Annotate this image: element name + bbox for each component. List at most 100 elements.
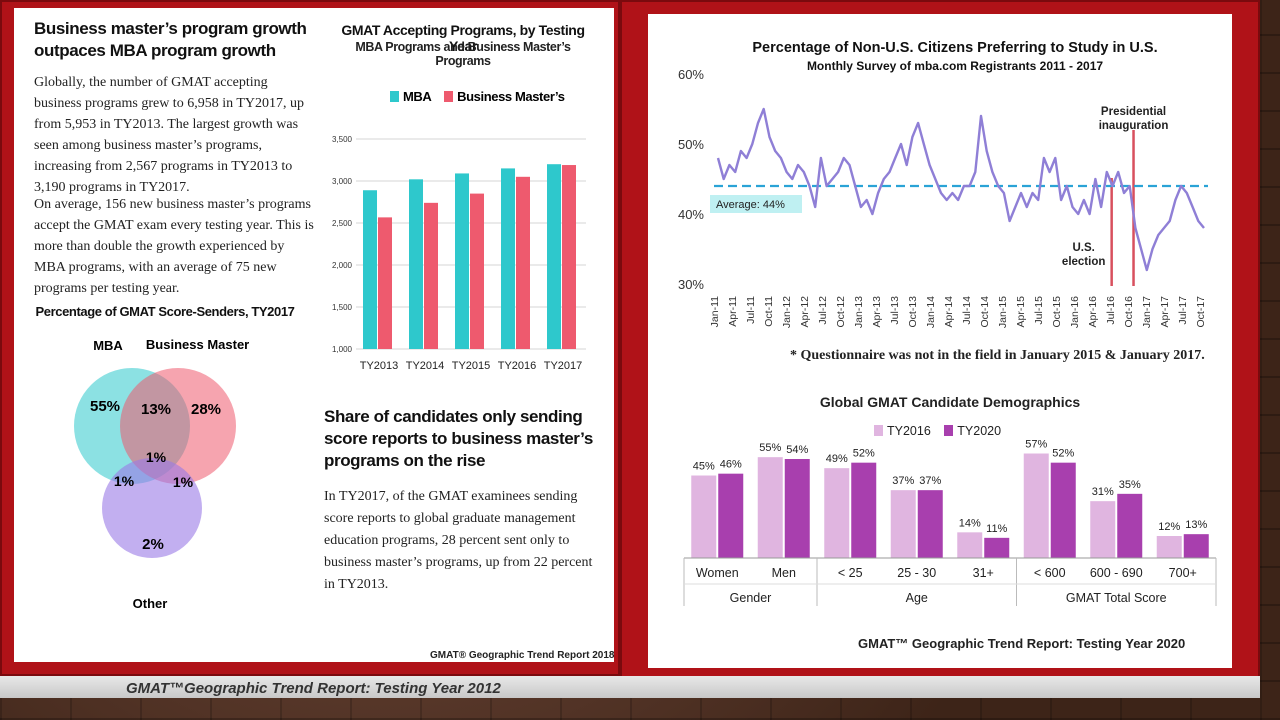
- demo-data-label: 11%: [986, 523, 1007, 535]
- demo-x-tick: 31+: [973, 566, 994, 580]
- line-series: [716, 107, 1205, 272]
- demographics-legend: TY2016 TY2020: [874, 424, 1001, 438]
- line-x-tick: Oct-13: [907, 296, 919, 328]
- line-x-tick: Jul-16: [1105, 296, 1117, 325]
- bottom-caption: GMAT™Geographic Trend Report: Testing Ye…: [126, 680, 501, 697]
- legend-label-mba: MBA: [403, 89, 431, 104]
- venn-value-bm: 28%: [191, 401, 221, 418]
- programs-x-tick: TY2015: [452, 360, 491, 372]
- demographics-title: Global GMAT Candidate Demographics: [819, 394, 1081, 410]
- demo-data-label: 35%: [1119, 479, 1141, 491]
- programs-bar-mba: [409, 179, 423, 349]
- venn-diagram: MBA Business Master’s Other 55% 28% 13% …: [74, 337, 250, 611]
- demo-data-label: 54%: [786, 444, 808, 456]
- venn-label-bm: Business Master’s: [146, 337, 250, 352]
- average-label-box: [710, 195, 802, 213]
- programs-y-tick: 3,500: [332, 135, 353, 144]
- demo-bar-ty2016: [824, 468, 850, 558]
- demo-bar-ty2016: [957, 532, 983, 558]
- demo-group-label: Gender: [730, 591, 772, 605]
- line-x-tick: Oct-16: [1123, 296, 1135, 328]
- venn-value-other: 2%: [142, 536, 164, 553]
- election-label: election: [1062, 256, 1105, 268]
- venn-value-all: 1%: [146, 449, 167, 465]
- line-x-tick: Apr-17: [1159, 296, 1171, 328]
- line-x-tick: Oct-11: [763, 296, 775, 327]
- line-x-tick: Jan-17: [1141, 296, 1153, 328]
- line-x-tick: Apr-11: [727, 296, 739, 327]
- demo-data-label: 13%: [1185, 519, 1207, 531]
- line-x-tick: Oct-12: [835, 296, 847, 328]
- demo-x-tick: < 25: [838, 566, 863, 580]
- bottom-bar: [0, 676, 1260, 698]
- demo-x-tick: 600 - 690: [1090, 566, 1143, 580]
- share-heading: Share of candidates only sending score r…: [324, 407, 593, 470]
- line-x-tick: Oct-15: [1051, 296, 1063, 328]
- demo-bar-ty2020: [718, 473, 744, 558]
- programs-legend: MBA Business Master’s: [390, 89, 565, 104]
- programs-bar-mba: [455, 173, 469, 349]
- demo-bar-ty2020: [984, 537, 1010, 558]
- venn-circle-bm: [120, 368, 236, 484]
- line-x-tick: Jan-12: [781, 296, 793, 328]
- demo-bar-ty2016: [757, 457, 783, 558]
- demo-x-tick: < 600: [1034, 566, 1066, 580]
- venn-value-mba-bm: 13%: [141, 401, 171, 418]
- venn-circle-other: [102, 458, 202, 558]
- line-x-tick: Apr-13: [871, 296, 883, 328]
- programs-y-tick: 2,500: [332, 219, 353, 228]
- inauguration-label: Presidential: [1101, 106, 1166, 118]
- line-x-tick: Apr-15: [1015, 296, 1027, 328]
- demo-bar-ty2016: [1023, 453, 1049, 558]
- line-y-tick: 30%: [678, 277, 704, 292]
- venn-value-mba-other: 1%: [114, 473, 135, 489]
- demo-bar-ty2016: [1090, 501, 1116, 558]
- demo-bar-ty2016: [1156, 536, 1182, 558]
- legend-swatch-bm: [444, 91, 454, 102]
- venn-label-mba: MBA: [93, 338, 123, 353]
- demo-x-tick: 700+: [1169, 566, 1197, 580]
- right-footer: GMAT™ Geographic Trend Report: Testing Y…: [858, 636, 1186, 651]
- line-x-tick: Jan-15: [997, 296, 1009, 328]
- line-x-tick: Jul-11: [745, 296, 757, 324]
- line-x-tick: Jan-11: [709, 296, 721, 327]
- programs-y-tick: 3,000: [332, 177, 353, 186]
- demo-bar-ty2016: [890, 490, 916, 558]
- demo-bar-ty2020: [1117, 493, 1143, 558]
- demographics-bar-chart: 45% 46% Women 55% 54% Men 49% 52% < 25 37% 37% 25 -…: [683, 440, 1217, 606]
- legend-swatch-mba: [390, 91, 399, 102]
- venn-title: Percentage of GMAT Score-Senders, TY2017: [35, 304, 295, 319]
- programs-bar-bm: [562, 165, 576, 349]
- programs-bar-chart: 1,000 1,500 2,000 2,500 3,000 3,500 TY2013 TY20…: [332, 135, 586, 372]
- line-x-tick: Jul-13: [889, 296, 901, 325]
- venn-label-other: Other: [133, 596, 168, 611]
- demo-data-label: 14%: [959, 517, 981, 529]
- demo-data-label: 31%: [1092, 486, 1114, 498]
- legend-label-ty2016: TY2016: [887, 424, 931, 438]
- venn-value-mba: 55%: [90, 398, 120, 415]
- legend-label-bm: Business Master’s: [457, 89, 565, 104]
- inauguration-label: inauguration: [1099, 120, 1169, 132]
- demo-bar-ty2020: [851, 462, 877, 558]
- line-chart-title: Percentage of Non-U.S. Citizens Preferri…: [752, 40, 1158, 56]
- legend-swatch-ty2016: [874, 425, 883, 436]
- line-x-tick: Jul-14: [961, 296, 973, 325]
- programs-bar-bm: [378, 217, 392, 349]
- demo-group-label: Age: [906, 591, 928, 605]
- line-x-tick: Apr-16: [1087, 296, 1099, 328]
- programs-bar-mba: [501, 168, 515, 349]
- demo-data-label: 52%: [1052, 448, 1074, 460]
- demo-data-label: 49%: [826, 453, 848, 465]
- line-x-tick: Jan-13: [853, 296, 865, 328]
- line-x-tick: Jul-15: [1033, 296, 1045, 325]
- demo-x-tick: Women: [696, 566, 739, 580]
- demo-data-label: 37%: [919, 475, 941, 487]
- demo-data-label: 55%: [759, 442, 781, 454]
- programs-bar-bm: [516, 176, 530, 349]
- demo-data-label: 57%: [1025, 440, 1047, 451]
- line-x-tick: Apr-12: [799, 296, 811, 328]
- demo-bar-ty2020: [1183, 534, 1209, 558]
- line-x-tick: Oct-14: [979, 296, 991, 328]
- demo-data-label: 45%: [693, 461, 715, 473]
- line-x-tick: Oct-17: [1195, 296, 1207, 328]
